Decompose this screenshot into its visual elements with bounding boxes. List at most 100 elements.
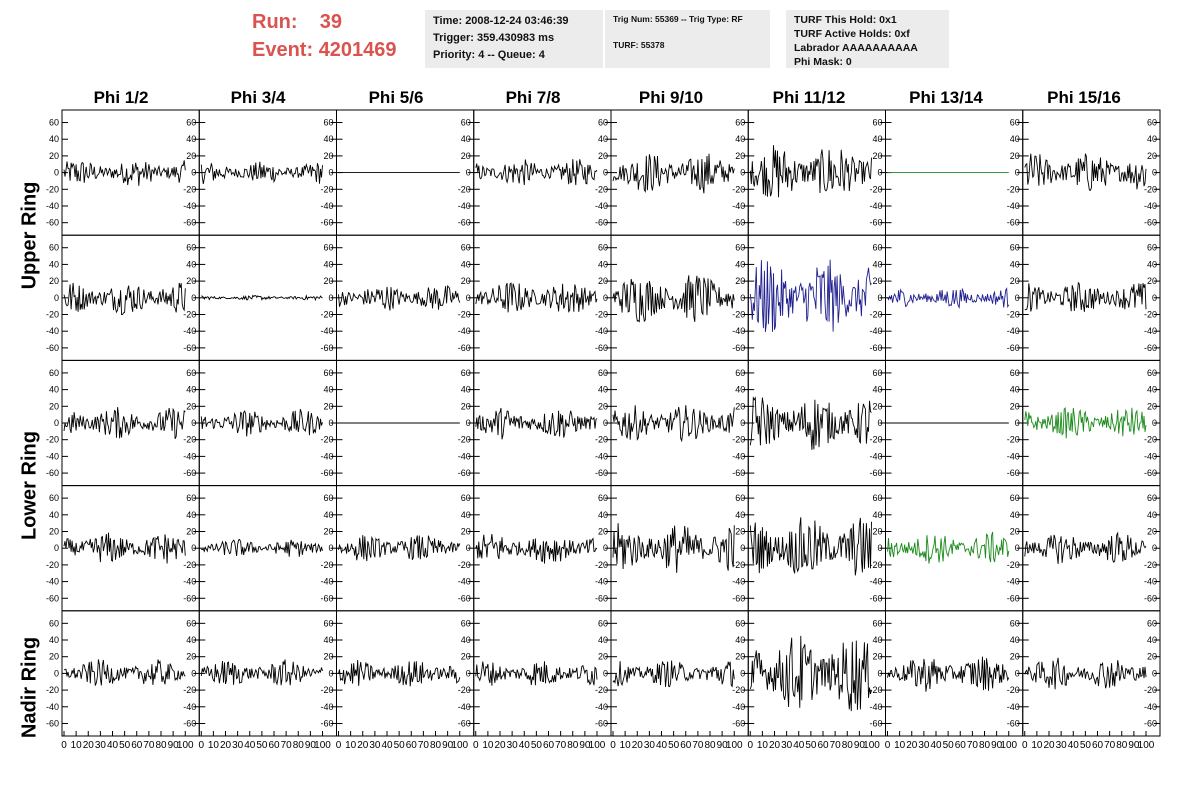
y-tick-label: 60 [598, 493, 608, 503]
y-tick-label: 0 [466, 543, 471, 553]
y-tick-label: -20 [732, 435, 745, 445]
y-tick-label: -20 [320, 435, 333, 445]
y-tick-label: -60 [1007, 718, 1020, 728]
y-tick-label: -40 [458, 702, 471, 712]
y-tick-label: 60 [1147, 493, 1157, 503]
y-tick-label: 40 [323, 635, 333, 645]
y-tick-label: -20 [595, 309, 608, 319]
y-tick-label: 60 [1010, 368, 1020, 378]
y-tick-label: -60 [732, 343, 745, 353]
x-tick-label: 30 [369, 740, 381, 751]
x-tick-label: 70 [692, 740, 704, 751]
x-tick-label: 50 [943, 740, 955, 751]
x-tick-label: 80 [842, 740, 854, 751]
y-tick-label: 60 [872, 243, 882, 253]
x-tick-label: 0 [747, 740, 753, 751]
waveform-trace [338, 535, 461, 562]
x-tick-label: 10 [757, 740, 769, 751]
column-title-phi-7-8: Phi 7/8 [505, 88, 561, 107]
waveform-trace [63, 282, 186, 316]
y-tick-label: -40 [595, 702, 608, 712]
y-tick-label: -20 [458, 560, 471, 570]
y-tick-label: -20 [46, 309, 59, 319]
column-title-phi-9-10: Phi 9/10 [638, 88, 704, 107]
y-tick-label: -20 [732, 685, 745, 695]
y-tick-label: -20 [1007, 560, 1020, 570]
y-tick-label: 20 [323, 652, 333, 662]
y-tick-label: 0 [54, 168, 59, 178]
y-tick-label: 60 [872, 368, 882, 378]
y-tick-label: 20 [1147, 276, 1157, 286]
y-tick-label: -40 [869, 451, 882, 461]
y-tick-label: 20 [461, 276, 471, 286]
x-tick-label: 60 [406, 740, 418, 751]
y-tick-label: 0 [191, 668, 196, 678]
y-tick-label: 40 [461, 385, 471, 395]
x-tick-label: 70 [1104, 740, 1116, 751]
y-tick-label: -20 [458, 309, 471, 319]
y-tick-label: 20 [186, 652, 196, 662]
waveform-panel [610, 485, 749, 612]
x-tick-label: 80 [430, 740, 442, 751]
run-value: 39 [319, 11, 343, 33]
waveform-panel [1022, 234, 1161, 361]
y-tick-label: -40 [458, 326, 471, 336]
y-tick-label: -40 [320, 326, 333, 336]
y-tick-label: -60 [458, 718, 471, 728]
y-tick-label: 60 [1010, 243, 1020, 253]
x-tick-label: 80 [704, 740, 716, 751]
x-tick-label: 90 [579, 740, 591, 751]
y-tick-label: 0 [1015, 543, 1020, 553]
y-tick-label: 40 [872, 385, 882, 395]
y-tick-label: -60 [320, 343, 333, 353]
y-tick-label: 60 [461, 243, 471, 253]
y-tick-label: 0 [603, 168, 608, 178]
waveform-trace [200, 659, 323, 686]
y-tick-label: 60 [1147, 618, 1157, 628]
x-tick-label: 40 [107, 740, 119, 751]
y-tick-label: 60 [598, 243, 608, 253]
y-tick-label: -60 [458, 218, 471, 228]
waveform-trace [1024, 281, 1147, 312]
y-tick-label: 20 [186, 276, 196, 286]
y-tick-label: -40 [1144, 326, 1157, 336]
waveform-trace [200, 409, 323, 437]
y-tick-label: -60 [595, 218, 608, 228]
y-tick-label: 20 [323, 276, 333, 286]
column-title-phi-15-16: Phi 15/16 [1047, 88, 1121, 107]
y-tick-label: 60 [461, 493, 471, 503]
x-tick-label: 90 [168, 740, 180, 751]
turf-active-holds-text: TURF Active Holds: 0xf [794, 28, 910, 40]
y-tick-label: 60 [49, 118, 59, 128]
y-tick-label: 60 [323, 368, 333, 378]
waveform-panel [198, 610, 337, 737]
x-tick-label: 90 [854, 740, 866, 751]
waveform-trace [201, 539, 323, 557]
y-tick-label: 60 [1010, 493, 1020, 503]
y-tick-label: 20 [872, 276, 882, 286]
y-tick-label: 40 [186, 510, 196, 520]
y-tick-label: -60 [732, 718, 745, 728]
y-tick-label: -60 [732, 593, 745, 603]
y-tick-label: 60 [186, 243, 196, 253]
waveform-trace [612, 523, 735, 573]
x-tick-label: 60 [131, 740, 143, 751]
y-tick-label: 20 [872, 652, 882, 662]
x-tick-label: 60 [955, 740, 967, 751]
x-tick-label: 30 [918, 740, 930, 751]
y-tick-label: 0 [54, 543, 59, 553]
y-tick-label: 20 [186, 527, 196, 537]
y-tick-label: 60 [186, 493, 196, 503]
y-tick-label: -20 [46, 560, 59, 570]
x-tick-label: 70 [143, 740, 155, 751]
y-tick-label: -20 [595, 184, 608, 194]
y-tick-label: 20 [1010, 527, 1020, 537]
x-tick-label: 80 [979, 740, 991, 751]
y-tick-label: 0 [1152, 293, 1157, 303]
x-tick-label: 30 [507, 740, 519, 751]
y-tick-label: 40 [49, 259, 59, 269]
y-tick-label: -60 [46, 718, 59, 728]
y-tick-label: -20 [183, 560, 196, 570]
waveform-trace [475, 282, 598, 313]
y-tick-label: 0 [54, 293, 59, 303]
